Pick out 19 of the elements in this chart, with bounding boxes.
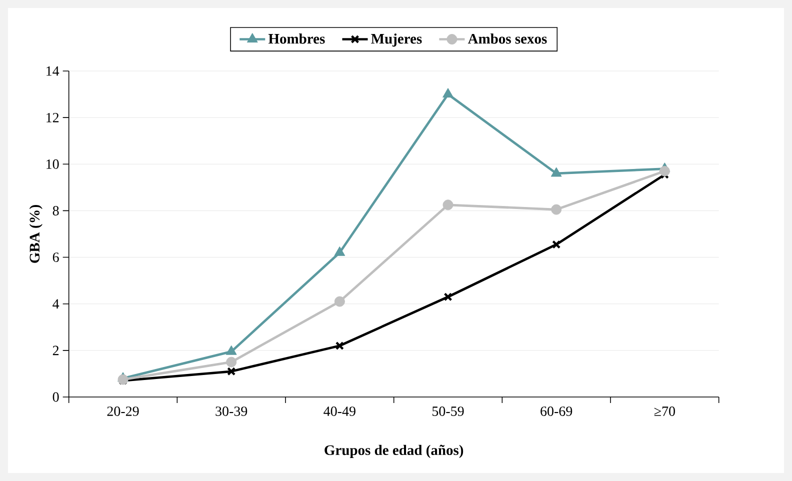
- x-tick-label: 40-49: [324, 406, 356, 416]
- x-tick-label: ≥70: [654, 406, 675, 416]
- x-axis-title: Grupos de edad (años): [324, 444, 464, 458]
- y-tick-label: 10: [46, 159, 59, 169]
- y-tick-label: 14: [46, 66, 60, 76]
- y-tick-label: 6: [52, 252, 59, 262]
- x-tick-label: 50-59: [432, 406, 464, 416]
- legend-label: Ambos sexos: [468, 33, 547, 44]
- y-axis-title: GBA (%): [29, 205, 42, 263]
- y-tick-label: 4: [52, 299, 60, 308]
- y-tick-label: 12: [46, 112, 59, 122]
- y-tick-label: 2: [52, 346, 59, 356]
- legend-label: Hombres: [268, 33, 325, 44]
- x-tick-label: 30-39: [216, 406, 248, 416]
- x-tick-label: 20-29: [107, 406, 139, 416]
- y-tick-label: 8: [52, 206, 59, 216]
- x-tick-label: 60-69: [540, 406, 572, 416]
- y-tick-label: 0: [52, 392, 59, 402]
- legend-label: Mujeres: [371, 33, 422, 47]
